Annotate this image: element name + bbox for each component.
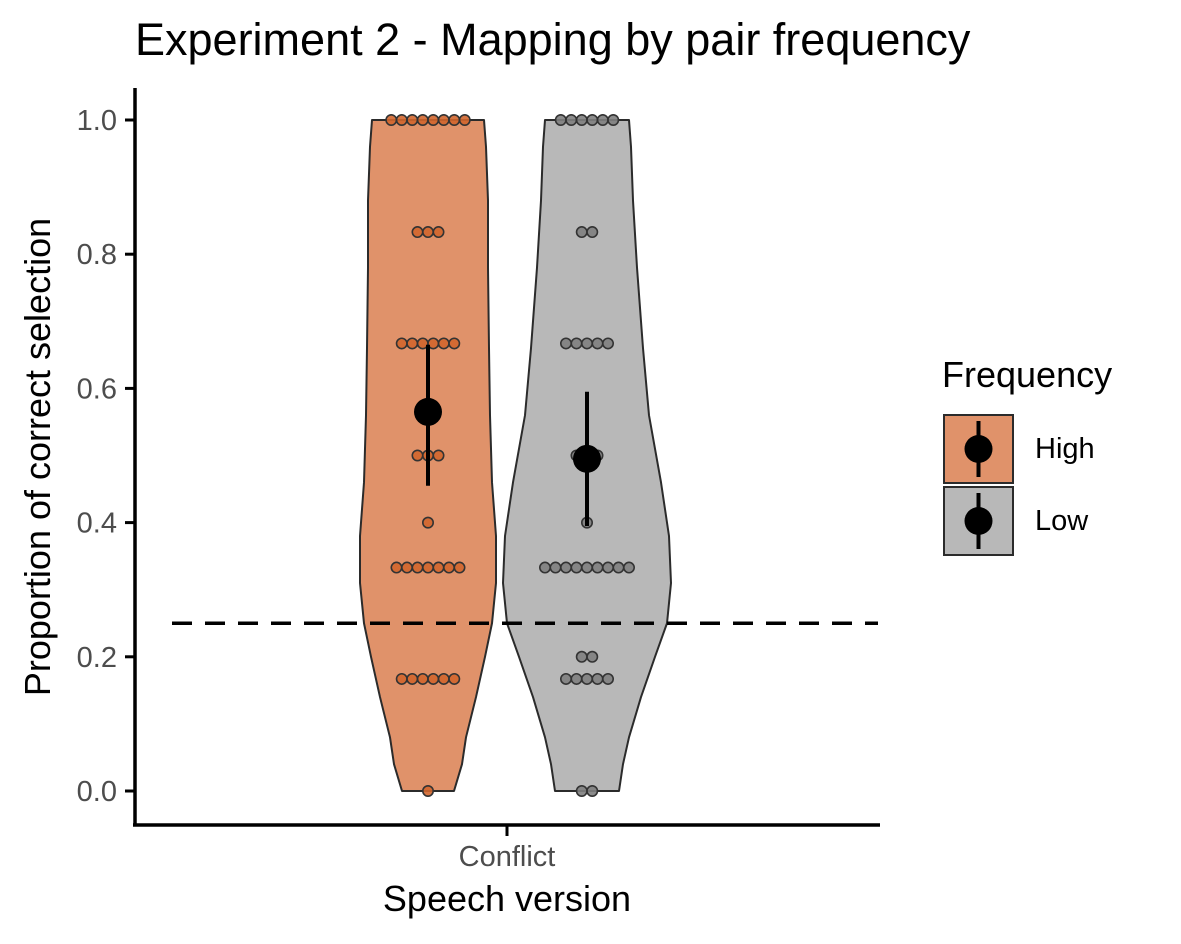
- data-point-high: [406, 672, 419, 685]
- data-point-low: [601, 561, 614, 574]
- axes: 0.0 0.2 0.4 0.6 0.8 1.0 Conflict: [77, 88, 880, 873]
- data-point-high: [406, 337, 419, 350]
- violins: [359, 119, 672, 792]
- data-point-low: [559, 337, 572, 350]
- y-tick-label: 0.0: [77, 776, 117, 808]
- data-point-high: [411, 449, 424, 462]
- legend-key-mean-high: [964, 435, 993, 463]
- data-point-low: [601, 672, 614, 685]
- mean-point-high: [414, 397, 442, 426]
- data-point-low: [575, 784, 588, 797]
- data-point-low: [580, 337, 593, 350]
- data-point-low: [607, 114, 620, 127]
- data-point-high: [421, 226, 434, 239]
- data-point-high: [395, 672, 408, 685]
- data-point-high: [421, 516, 434, 529]
- y-tick-label: 0.8: [77, 239, 117, 271]
- data-point-high: [427, 114, 440, 127]
- data-point-high: [411, 226, 424, 239]
- data-point-high: [395, 337, 408, 350]
- data-point-high: [390, 561, 403, 574]
- legend: [943, 414, 1014, 556]
- data-point-low: [580, 561, 593, 574]
- x-axis-label: Speech version: [382, 878, 632, 919]
- data-point-high: [406, 114, 419, 127]
- legend-label-high: High: [1035, 433, 1095, 465]
- data-point-high: [416, 672, 429, 685]
- data-point-high: [442, 561, 455, 574]
- data-point-high: [416, 114, 429, 127]
- data-point-low: [612, 561, 625, 574]
- data-point-low: [622, 561, 635, 574]
- data-point-low: [575, 226, 588, 239]
- data-point-low: [580, 672, 593, 685]
- legend-key-mean-low: [964, 507, 993, 535]
- y-tick-label: 0.6: [77, 373, 117, 405]
- y-tick-label: 1.0: [77, 105, 117, 137]
- data-point-low: [559, 561, 572, 574]
- data-point-low: [565, 114, 578, 127]
- data-point-low: [570, 337, 583, 350]
- data-point-high: [437, 114, 450, 127]
- data-point-high: [448, 672, 461, 685]
- data-point-low: [591, 337, 604, 350]
- data-point-high: [421, 784, 434, 797]
- data-point-low: [570, 561, 583, 574]
- data-point-high: [432, 561, 445, 574]
- data-point-high: [421, 561, 434, 574]
- data-point-high: [448, 114, 461, 127]
- data-point-low: [570, 672, 583, 685]
- data-point-low: [575, 114, 588, 127]
- data-point-low: [538, 561, 551, 574]
- data-point-low: [591, 672, 604, 685]
- y-axis-label: Proportion of correct selection: [17, 217, 58, 697]
- data-point-low: [549, 561, 562, 574]
- data-point-low: [575, 650, 588, 663]
- legend-title: Frequency: [942, 354, 1113, 395]
- data-point-high: [400, 561, 413, 574]
- data-point-high: [432, 449, 445, 462]
- mean-point-low: [573, 444, 601, 473]
- data-point-low: [586, 784, 599, 797]
- data-point-high: [395, 114, 408, 127]
- data-point-high: [458, 114, 471, 127]
- data-points: [385, 114, 635, 797]
- data-point-high: [411, 561, 424, 574]
- data-point-high: [427, 672, 440, 685]
- data-point-low: [559, 672, 572, 685]
- data-point-low: [596, 114, 609, 127]
- data-point-low: [591, 561, 604, 574]
- y-tick-label: 0.2: [77, 642, 117, 674]
- chart-title: Experiment 2 - Mapping by pair frequency: [135, 14, 971, 65]
- data-point-high: [448, 337, 461, 350]
- data-point-low: [586, 226, 599, 239]
- data-point-low: [586, 114, 599, 127]
- data-point-low: [554, 114, 567, 127]
- data-point-low: [586, 650, 599, 663]
- data-point-high: [385, 114, 398, 127]
- legend-label-low: Low: [1035, 505, 1089, 537]
- data-point-low: [601, 337, 614, 350]
- y-tick-label: 0.4: [77, 508, 117, 540]
- data-point-high: [453, 561, 466, 574]
- x-tick-label: Conflict: [459, 841, 556, 873]
- data-point-high: [437, 672, 450, 685]
- mean-summaries: [414, 344, 601, 526]
- data-point-high: [432, 226, 445, 239]
- data-point-high: [437, 337, 450, 350]
